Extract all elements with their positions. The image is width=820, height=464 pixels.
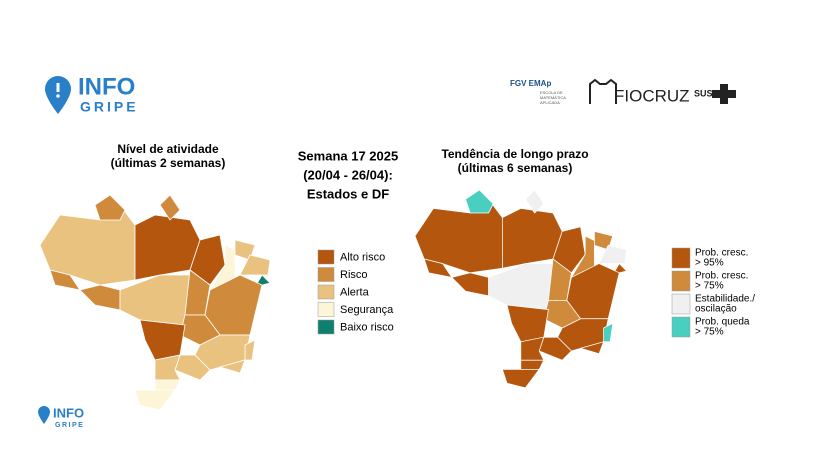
fiocruz-icon	[589, 78, 617, 104]
state	[134, 389, 176, 411]
map-left	[39, 194, 271, 411]
map-title: Nível de atividade	[117, 142, 219, 156]
legend-label: > 75%	[695, 281, 724, 292]
center-text: Estados e DF	[307, 186, 389, 201]
state	[154, 379, 181, 391]
state	[520, 336, 545, 361]
state	[154, 354, 181, 381]
state	[598, 244, 628, 264]
legend-swatch	[317, 267, 335, 282]
legend-label: > 95%	[695, 258, 724, 269]
fiocruz-logo: FIOCRUZ	[614, 86, 690, 105]
legend-label: oscilação	[695, 304, 737, 315]
logo-text: INFO	[78, 73, 135, 100]
logo-mark	[56, 83, 60, 92]
logo-text: INFO	[53, 405, 84, 420]
state	[520, 359, 545, 370]
fgv-logo: FGV EMAp	[510, 79, 551, 88]
state	[239, 254, 271, 276]
state	[488, 263, 554, 311]
legend-label: Prob. cresc.	[695, 248, 748, 259]
legend-label: Segurança	[340, 304, 394, 316]
state	[189, 234, 226, 286]
legend-label: > 75%	[695, 327, 724, 338]
legend-swatch	[317, 284, 335, 300]
state	[139, 319, 186, 361]
state	[79, 284, 121, 311]
sus-logo: SUS	[694, 88, 713, 98]
legend-label: Risco	[340, 269, 368, 281]
logo-text: GRIPE	[80, 99, 139, 115]
state	[451, 272, 489, 297]
center-text: (20/04 - 26/04):	[303, 167, 393, 182]
center-text: Semana 17 2025	[298, 148, 398, 163]
state	[524, 189, 545, 214]
legend-label: Alto risco	[340, 251, 385, 263]
legend-swatch	[317, 249, 335, 265]
fgv-sub: MATEMÁTICA	[540, 95, 566, 100]
legend-swatch	[671, 270, 691, 292]
legend-swatch	[317, 319, 335, 335]
legend-swatch	[671, 293, 691, 315]
state	[244, 339, 256, 361]
state	[501, 369, 540, 389]
logo-mark	[56, 94, 60, 98]
map-title: (últimas 2 semanas)	[111, 156, 226, 170]
state	[579, 341, 605, 355]
state	[94, 194, 126, 221]
state	[506, 304, 549, 343]
legend-label: Prob. queda	[695, 317, 750, 328]
logo-pin	[38, 406, 50, 424]
state	[552, 226, 586, 274]
state	[218, 359, 246, 374]
legend-label: Estabilidade./	[695, 294, 755, 305]
legend-label: Alerta	[340, 286, 370, 298]
map-title: (últimas 6 semanas)	[458, 161, 573, 175]
state	[159, 194, 181, 221]
map-right	[414, 189, 628, 389]
state	[119, 274, 191, 326]
legend-swatch	[317, 302, 335, 317]
map-title: Tendência de longo prazo	[441, 147, 588, 161]
legend-swatch	[671, 316, 691, 338]
state	[465, 189, 494, 214]
fgv-sub: ESCOLA DE	[540, 90, 563, 95]
logo-text: GRIPE	[55, 422, 84, 429]
legend-swatch	[671, 247, 691, 269]
sus-cross	[712, 84, 736, 104]
state	[603, 322, 614, 343]
legend-label: Baixo risco	[340, 321, 394, 333]
legend-label: Prob. cresc.	[695, 271, 748, 282]
fgv-sub: APLICADA	[540, 100, 560, 105]
